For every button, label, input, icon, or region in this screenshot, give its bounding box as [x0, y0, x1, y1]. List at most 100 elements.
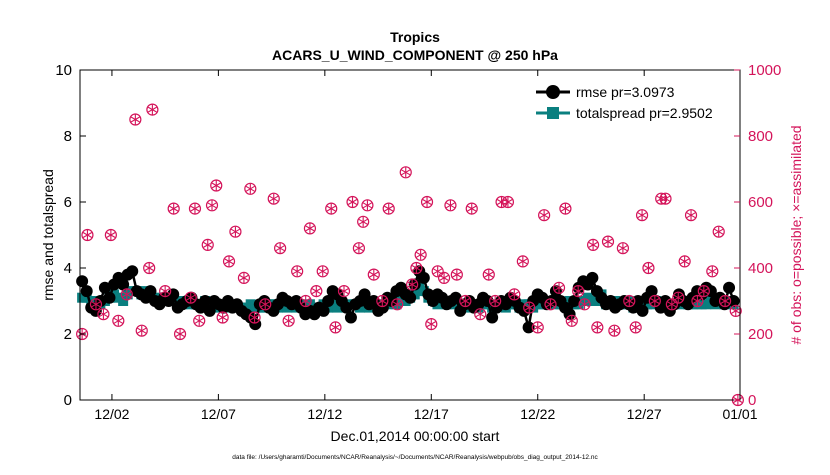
rmse-point — [126, 265, 139, 278]
obs-assimilated-marker — [230, 228, 241, 235]
obs-count-point — [489, 294, 502, 308]
obs-possible-marker — [406, 278, 419, 291]
obs-assimilated-marker — [411, 265, 422, 271]
obs-count-point — [465, 202, 478, 215]
obs-count-point — [420, 195, 434, 209]
rmse-point — [358, 288, 371, 301]
obs-possible-marker — [559, 202, 572, 215]
obs-assimilated-marker — [714, 228, 724, 235]
obs-assimilated-marker — [618, 245, 628, 252]
obs-assimilated-marker — [533, 324, 543, 331]
obs-count-point — [173, 327, 187, 341]
obs-count-point — [414, 248, 427, 261]
obs-possible-marker — [337, 285, 351, 298]
obs-assimilated-marker — [207, 202, 217, 209]
obs-assimilated-marker — [137, 327, 147, 334]
rmse-point — [659, 295, 672, 307]
obs-possible-marker — [229, 225, 242, 238]
obs-count-point — [410, 261, 423, 275]
obs-count-point — [691, 294, 704, 308]
obs-count-point — [184, 291, 197, 304]
obs-possible-marker — [608, 324, 621, 337]
obs-possible-marker — [450, 268, 463, 281]
obs-assimilated-marker — [239, 274, 249, 281]
obs-count-point — [706, 265, 719, 278]
obs-count-point — [97, 308, 110, 321]
obs-possible-marker — [659, 192, 672, 205]
obs-possible-marker — [420, 195, 434, 209]
y-tick-label-left: 4 — [64, 260, 72, 277]
obs-count-point — [135, 324, 148, 337]
obs-count-point — [104, 228, 117, 242]
obs-possible-marker — [623, 294, 636, 308]
obs-assimilated-marker — [160, 288, 170, 295]
obs-possible-marker — [523, 301, 536, 314]
obs-possible-marker — [237, 271, 251, 284]
chart-title-line1: Tropics — [390, 29, 440, 45]
obs-count-point — [267, 192, 280, 205]
y-tick-label-right: 1000 — [748, 62, 781, 79]
obs-possible-marker — [578, 298, 591, 311]
obs-assimilated-marker — [330, 324, 341, 331]
y-tick-label-right: 200 — [748, 326, 773, 343]
obs-assimilated-marker — [720, 298, 730, 304]
obs-count-point — [623, 294, 636, 308]
plot-frame — [79, 69, 741, 401]
obs-assimilated-marker — [433, 268, 443, 275]
obs-assimilated-marker — [113, 317, 123, 324]
obs-count-point — [635, 209, 649, 222]
rmse-point — [317, 304, 330, 317]
obs-assimilated-marker — [554, 284, 564, 291]
obs-assimilated-marker — [643, 265, 654, 271]
obs-assimilated-marker — [98, 311, 109, 318]
obs-possible-marker — [508, 288, 521, 301]
obs-assimilated-marker — [318, 268, 328, 275]
x-tick-label: 01/01 — [722, 406, 757, 422]
obs-count-point — [367, 268, 380, 281]
obs-possible-marker — [282, 314, 295, 327]
obs-count-point — [531, 321, 544, 334]
obs-possible-marker — [437, 271, 451, 284]
y-tick-label-right: 600 — [748, 194, 773, 211]
obs-assimilated-marker — [707, 268, 717, 275]
obs-assimilated-marker — [692, 298, 703, 304]
obs-count-point — [642, 261, 655, 275]
obs-assimilated-marker — [169, 205, 179, 212]
obs-assimilated-marker — [609, 327, 620, 334]
y-tick-label-left: 2 — [64, 326, 72, 343]
obs-possible-marker — [120, 288, 133, 301]
obs-possible-marker — [586, 238, 600, 251]
obs-possible-marker — [112, 314, 125, 327]
obs-count-point — [586, 238, 600, 251]
obs-possible-marker — [672, 291, 685, 304]
y-tick-label-left: 10 — [55, 62, 72, 79]
obs-assimilated-marker — [631, 324, 641, 331]
obs-count-point — [559, 202, 572, 215]
obs-count-point — [376, 294, 389, 308]
rmse-point — [203, 304, 216, 317]
obs-count-point — [444, 199, 457, 212]
obs-assimilated-marker — [392, 301, 402, 308]
obs-count-point — [129, 113, 142, 126]
x-axis-label: Dec.01,2014 00:00:00 start — [331, 428, 500, 444]
rmse-point — [103, 291, 116, 304]
rmse-point — [518, 304, 531, 317]
obs-assimilated-marker — [467, 205, 477, 212]
obs-possible-marker — [712, 225, 725, 238]
obs-possible-marker — [431, 265, 444, 278]
obs-count-point — [437, 271, 451, 284]
obs-assimilated-marker — [186, 294, 196, 301]
obs-possible-marker — [655, 192, 668, 205]
obs-count-point — [729, 304, 742, 317]
obs-possible-marker — [159, 285, 172, 298]
obs-assimilated-marker — [284, 317, 294, 324]
rmse-point — [76, 275, 89, 288]
obs-possible-marker — [635, 209, 649, 222]
obs-possible-marker — [629, 321, 642, 334]
obs-possible-marker — [706, 265, 719, 278]
rmse-point — [586, 271, 599, 284]
obs-possible-marker — [76, 327, 89, 341]
rmse-point — [718, 298, 731, 311]
obs-count-point — [193, 314, 206, 327]
obs-count-point — [399, 166, 412, 179]
